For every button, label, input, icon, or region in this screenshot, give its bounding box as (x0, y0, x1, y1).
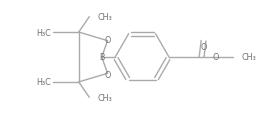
Text: O: O (104, 70, 111, 79)
Text: H₃C: H₃C (36, 78, 51, 87)
Text: CH₃: CH₃ (98, 13, 113, 22)
Text: H₃C: H₃C (36, 28, 51, 37)
Text: B: B (99, 53, 105, 62)
Text: CH₃: CH₃ (98, 93, 113, 102)
Text: CH₃: CH₃ (242, 53, 257, 62)
Text: O: O (213, 52, 219, 61)
Text: O: O (200, 43, 207, 51)
Text: O: O (104, 36, 111, 45)
